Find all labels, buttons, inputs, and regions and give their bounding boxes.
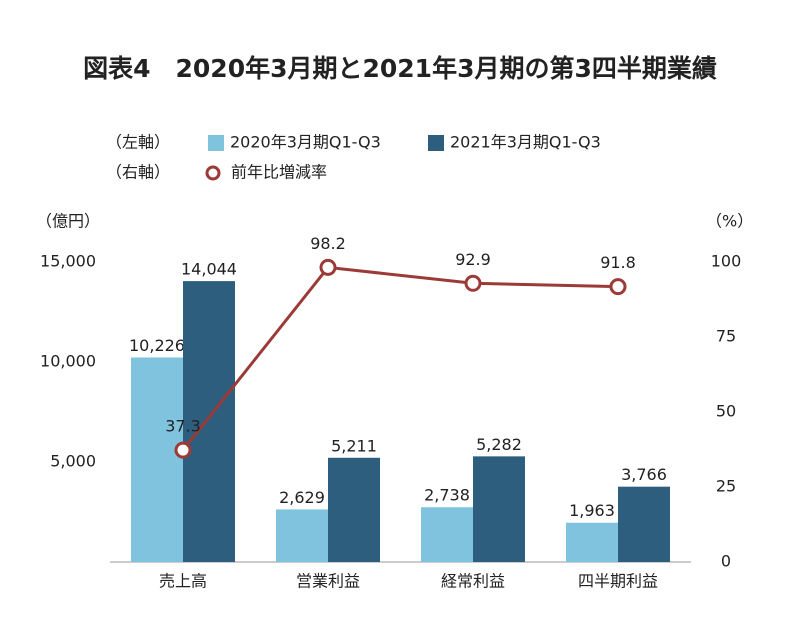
value-label: 91.8 <box>600 253 636 272</box>
y-tick-label: 10,000 <box>40 352 96 371</box>
bar <box>276 509 328 562</box>
y2-tick-label: 50 <box>716 402 736 421</box>
bar <box>131 357 183 562</box>
bar <box>618 486 670 562</box>
value-label: 92.9 <box>455 250 491 269</box>
line-marker <box>464 274 482 292</box>
value-label: 1,963 <box>569 501 615 520</box>
y2-axis-label: （%） <box>706 212 753 231</box>
value-label: 2,629 <box>279 488 325 507</box>
y2-tick-label: 0 <box>721 552 731 571</box>
y-tick-label: 5,000 <box>50 452 96 471</box>
legend-swatch <box>428 135 444 151</box>
line-marker <box>319 258 337 276</box>
x-tick-label: 売上高 <box>159 572 207 591</box>
chart-title: 図表4 2020年3月期と2021年3月期の第3四半期業績 <box>83 54 717 83</box>
legend-group-label: （左軸） <box>106 133 170 152</box>
x-tick-label: 四半期利益 <box>578 572 658 591</box>
bar <box>328 457 380 562</box>
line <box>181 265 619 452</box>
y-axis-label: （億円） <box>36 212 100 231</box>
value-label: 5,282 <box>476 435 522 454</box>
legend-swatch <box>208 135 224 151</box>
line-marker <box>174 441 192 459</box>
x-tick-label: 営業利益 <box>296 572 360 591</box>
bar <box>421 507 473 562</box>
bar <box>566 522 618 562</box>
value-label: 2,738 <box>424 486 470 505</box>
legend-label: 前年比増減率 <box>231 163 327 182</box>
y-tick-label: 15,000 <box>40 252 96 271</box>
x-tick-label: 経常利益 <box>441 572 505 591</box>
value-label: 14,044 <box>181 260 237 279</box>
legend-label: 2021年3月期Q1-Q3 <box>450 133 601 152</box>
value-label: 10,226 <box>129 336 185 355</box>
bar <box>473 456 525 562</box>
value-label: 3,766 <box>621 465 667 484</box>
y2-tick-label: 75 <box>716 327 736 346</box>
y2-tick-label: 100 <box>711 252 742 271</box>
y2-tick-label: 25 <box>716 477 736 496</box>
value-label: 98.2 <box>310 234 346 253</box>
value-label: 5,211 <box>331 436 377 455</box>
legend-group-label: （右軸） <box>106 163 170 182</box>
bar <box>183 281 235 562</box>
value-label: 37.3 <box>165 417 201 436</box>
legend-marker <box>205 165 221 181</box>
line-marker <box>609 278 627 296</box>
legend-label: 2020年3月期Q1-Q3 <box>230 133 381 152</box>
